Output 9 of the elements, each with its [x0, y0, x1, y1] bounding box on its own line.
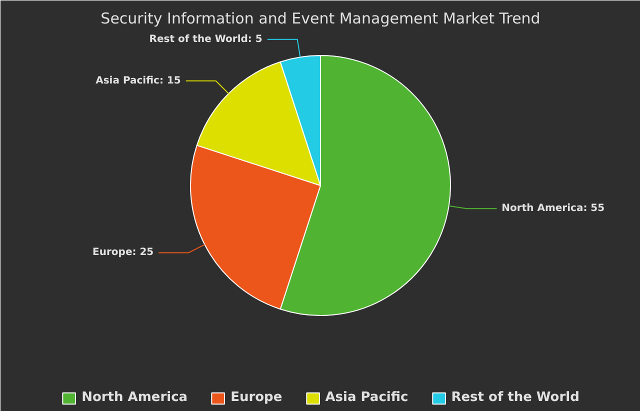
legend-label: Rest of the World: [451, 390, 580, 405]
data-label: Asia Pacific: 15: [96, 75, 181, 86]
chart-title: Security Information and Event Management Market Trend: [100, 10, 540, 28]
legend-label: Asia Pacific: [325, 390, 408, 405]
legend-label: North America: [82, 390, 188, 405]
data-label: Rest of the World: 5: [149, 34, 262, 45]
legend-label: Europe: [230, 390, 282, 405]
data-label: Europe: 25: [92, 247, 154, 258]
data-label: North America: 55: [502, 203, 605, 214]
